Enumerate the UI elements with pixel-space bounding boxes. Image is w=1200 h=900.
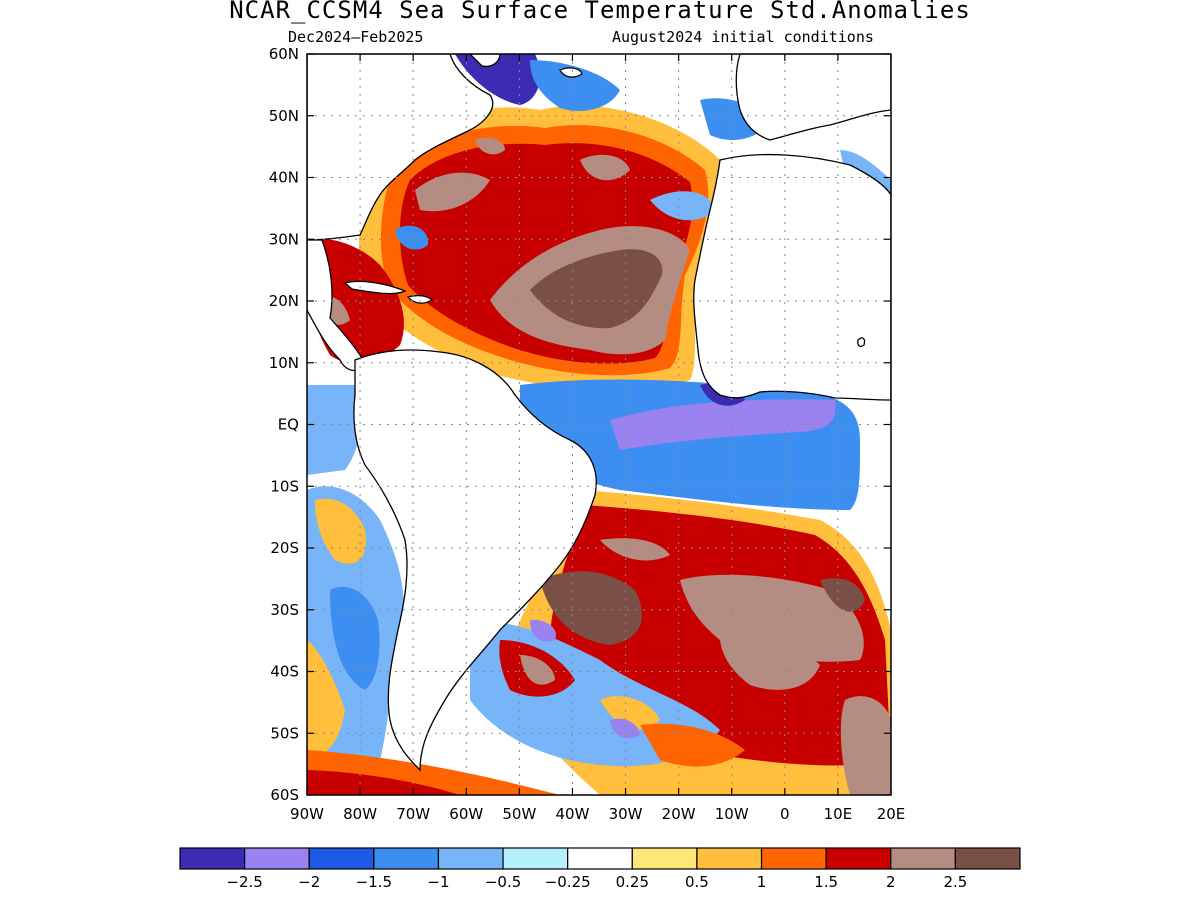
longitude-labels: 90W 80W 70W 60W 50W 40W 30W 20W 10W 0 10E 20E	[290, 805, 905, 823]
lat-label: 20N	[269, 292, 299, 310]
lat-label: 10N	[269, 354, 299, 372]
lon-label: 50W	[502, 805, 536, 823]
colorbar-label: −1.5	[356, 873, 392, 891]
colorbar-swatch	[954, 847, 1021, 870]
anomaly-region	[530, 60, 620, 111]
colorbar-swatch	[244, 847, 310, 870]
anomaly-region	[640, 723, 745, 767]
anomaly-region	[395, 225, 429, 250]
anomaly-region	[307, 385, 362, 475]
iceland	[559, 67, 583, 78]
lon-label: 90W	[290, 805, 324, 823]
lon-label: 20W	[662, 805, 696, 823]
lat-label: 40S	[270, 663, 299, 681]
colorbar-label: 2	[886, 873, 896, 891]
africa	[693, 153, 891, 401]
island	[857, 337, 866, 347]
anomaly-region	[650, 191, 715, 221]
anomaly-region	[520, 655, 555, 685]
anomaly-region	[530, 249, 663, 329]
anomaly-region	[330, 586, 380, 690]
lon-label: 40W	[555, 805, 589, 823]
lon-label: 10W	[715, 805, 749, 823]
north-america	[307, 54, 494, 241]
anomaly-region	[530, 619, 556, 642]
south-america	[353, 349, 597, 772]
colorbar-label: −1	[427, 873, 449, 891]
colorbar-swatch	[567, 847, 633, 870]
anomaly-region	[307, 770, 460, 795]
colorbar-swatch	[179, 847, 246, 870]
colorbar	[179, 847, 1021, 870]
lon-label: 10E	[824, 805, 853, 823]
lon-label: 20E	[877, 805, 906, 823]
lat-label: 50S	[270, 724, 299, 742]
colorbar-label: −2	[298, 873, 320, 891]
colorbar-label: −0.5	[485, 873, 521, 891]
anomaly-region	[720, 638, 820, 690]
lon-label: 70W	[396, 805, 430, 823]
colorbar-label: 1.5	[814, 873, 838, 891]
anomaly-region	[820, 578, 865, 612]
lat-label: EQ	[278, 416, 299, 434]
colorbar-swatch	[890, 847, 956, 870]
anomaly-region	[540, 571, 642, 645]
colorbar-label: −2.5	[226, 873, 262, 891]
lat-label: 60S	[270, 786, 299, 804]
anomaly-region	[600, 696, 660, 730]
colorbar-swatch	[696, 847, 763, 870]
anomaly-region	[600, 538, 670, 561]
axis-ticks	[306, 53, 892, 796]
colorbar-label: 0.5	[685, 873, 709, 891]
colorbar-swatch	[437, 847, 504, 870]
graticule	[307, 54, 891, 795]
colorbar-swatch	[502, 847, 569, 870]
colorbar-swatch	[373, 847, 440, 870]
anomaly-region	[475, 138, 505, 155]
lat-label: 50N	[269, 107, 299, 125]
colorbar-swatch	[760, 847, 827, 870]
colorbar-label: 1	[757, 873, 767, 891]
anomaly-region	[455, 54, 540, 105]
anomaly-region	[610, 718, 640, 739]
lat-label: 60N	[269, 45, 299, 63]
anomaly-region	[315, 498, 366, 564]
europe	[735, 54, 891, 141]
lat-label: 30S	[270, 601, 299, 619]
colorbar-label: 2.5	[943, 873, 967, 891]
colorbar-swatch	[631, 847, 698, 870]
forecast-period: Dec2024–Feb2025	[288, 28, 424, 46]
initial-conditions: August2024 initial conditions	[612, 28, 874, 46]
anomaly-field	[307, 54, 891, 795]
anomaly-region	[415, 172, 490, 212]
lon-label: 60W	[449, 805, 483, 823]
colorbar-labels: −2.5 −2 −1.5 −1 −0.5 −0.25 0.25 0.5 1 1.5 2 2.5	[226, 873, 967, 891]
colorbar-label: −0.25	[545, 873, 591, 891]
colorbar-swatch	[308, 847, 375, 870]
lat-label: 40N	[269, 169, 299, 187]
anomaly-region	[307, 640, 345, 760]
cuba	[343, 280, 407, 295]
lon-label: 30W	[609, 805, 643, 823]
latitude-labels: 60N 50N 40N 30N 20N 10N EQ 10S 20S 30S 40S 50S 60S	[269, 45, 299, 804]
colorbar-swatch	[825, 847, 892, 870]
anomaly-region	[840, 696, 891, 795]
lat-label: 30N	[269, 230, 299, 248]
map-title: NCAR_CCSM4 Sea Surface Temperature Std.A…	[229, 0, 971, 24]
lat-label: 20S	[270, 539, 299, 557]
colorbar-label: 0.25	[616, 873, 649, 891]
anomaly-region	[610, 399, 836, 450]
hispaniola	[406, 294, 434, 304]
lon-label: 80W	[343, 805, 377, 823]
lat-label: 10S	[270, 477, 299, 495]
land-masses	[307, 54, 891, 772]
lon-label: 0	[780, 805, 790, 823]
anomaly-region	[580, 154, 630, 181]
